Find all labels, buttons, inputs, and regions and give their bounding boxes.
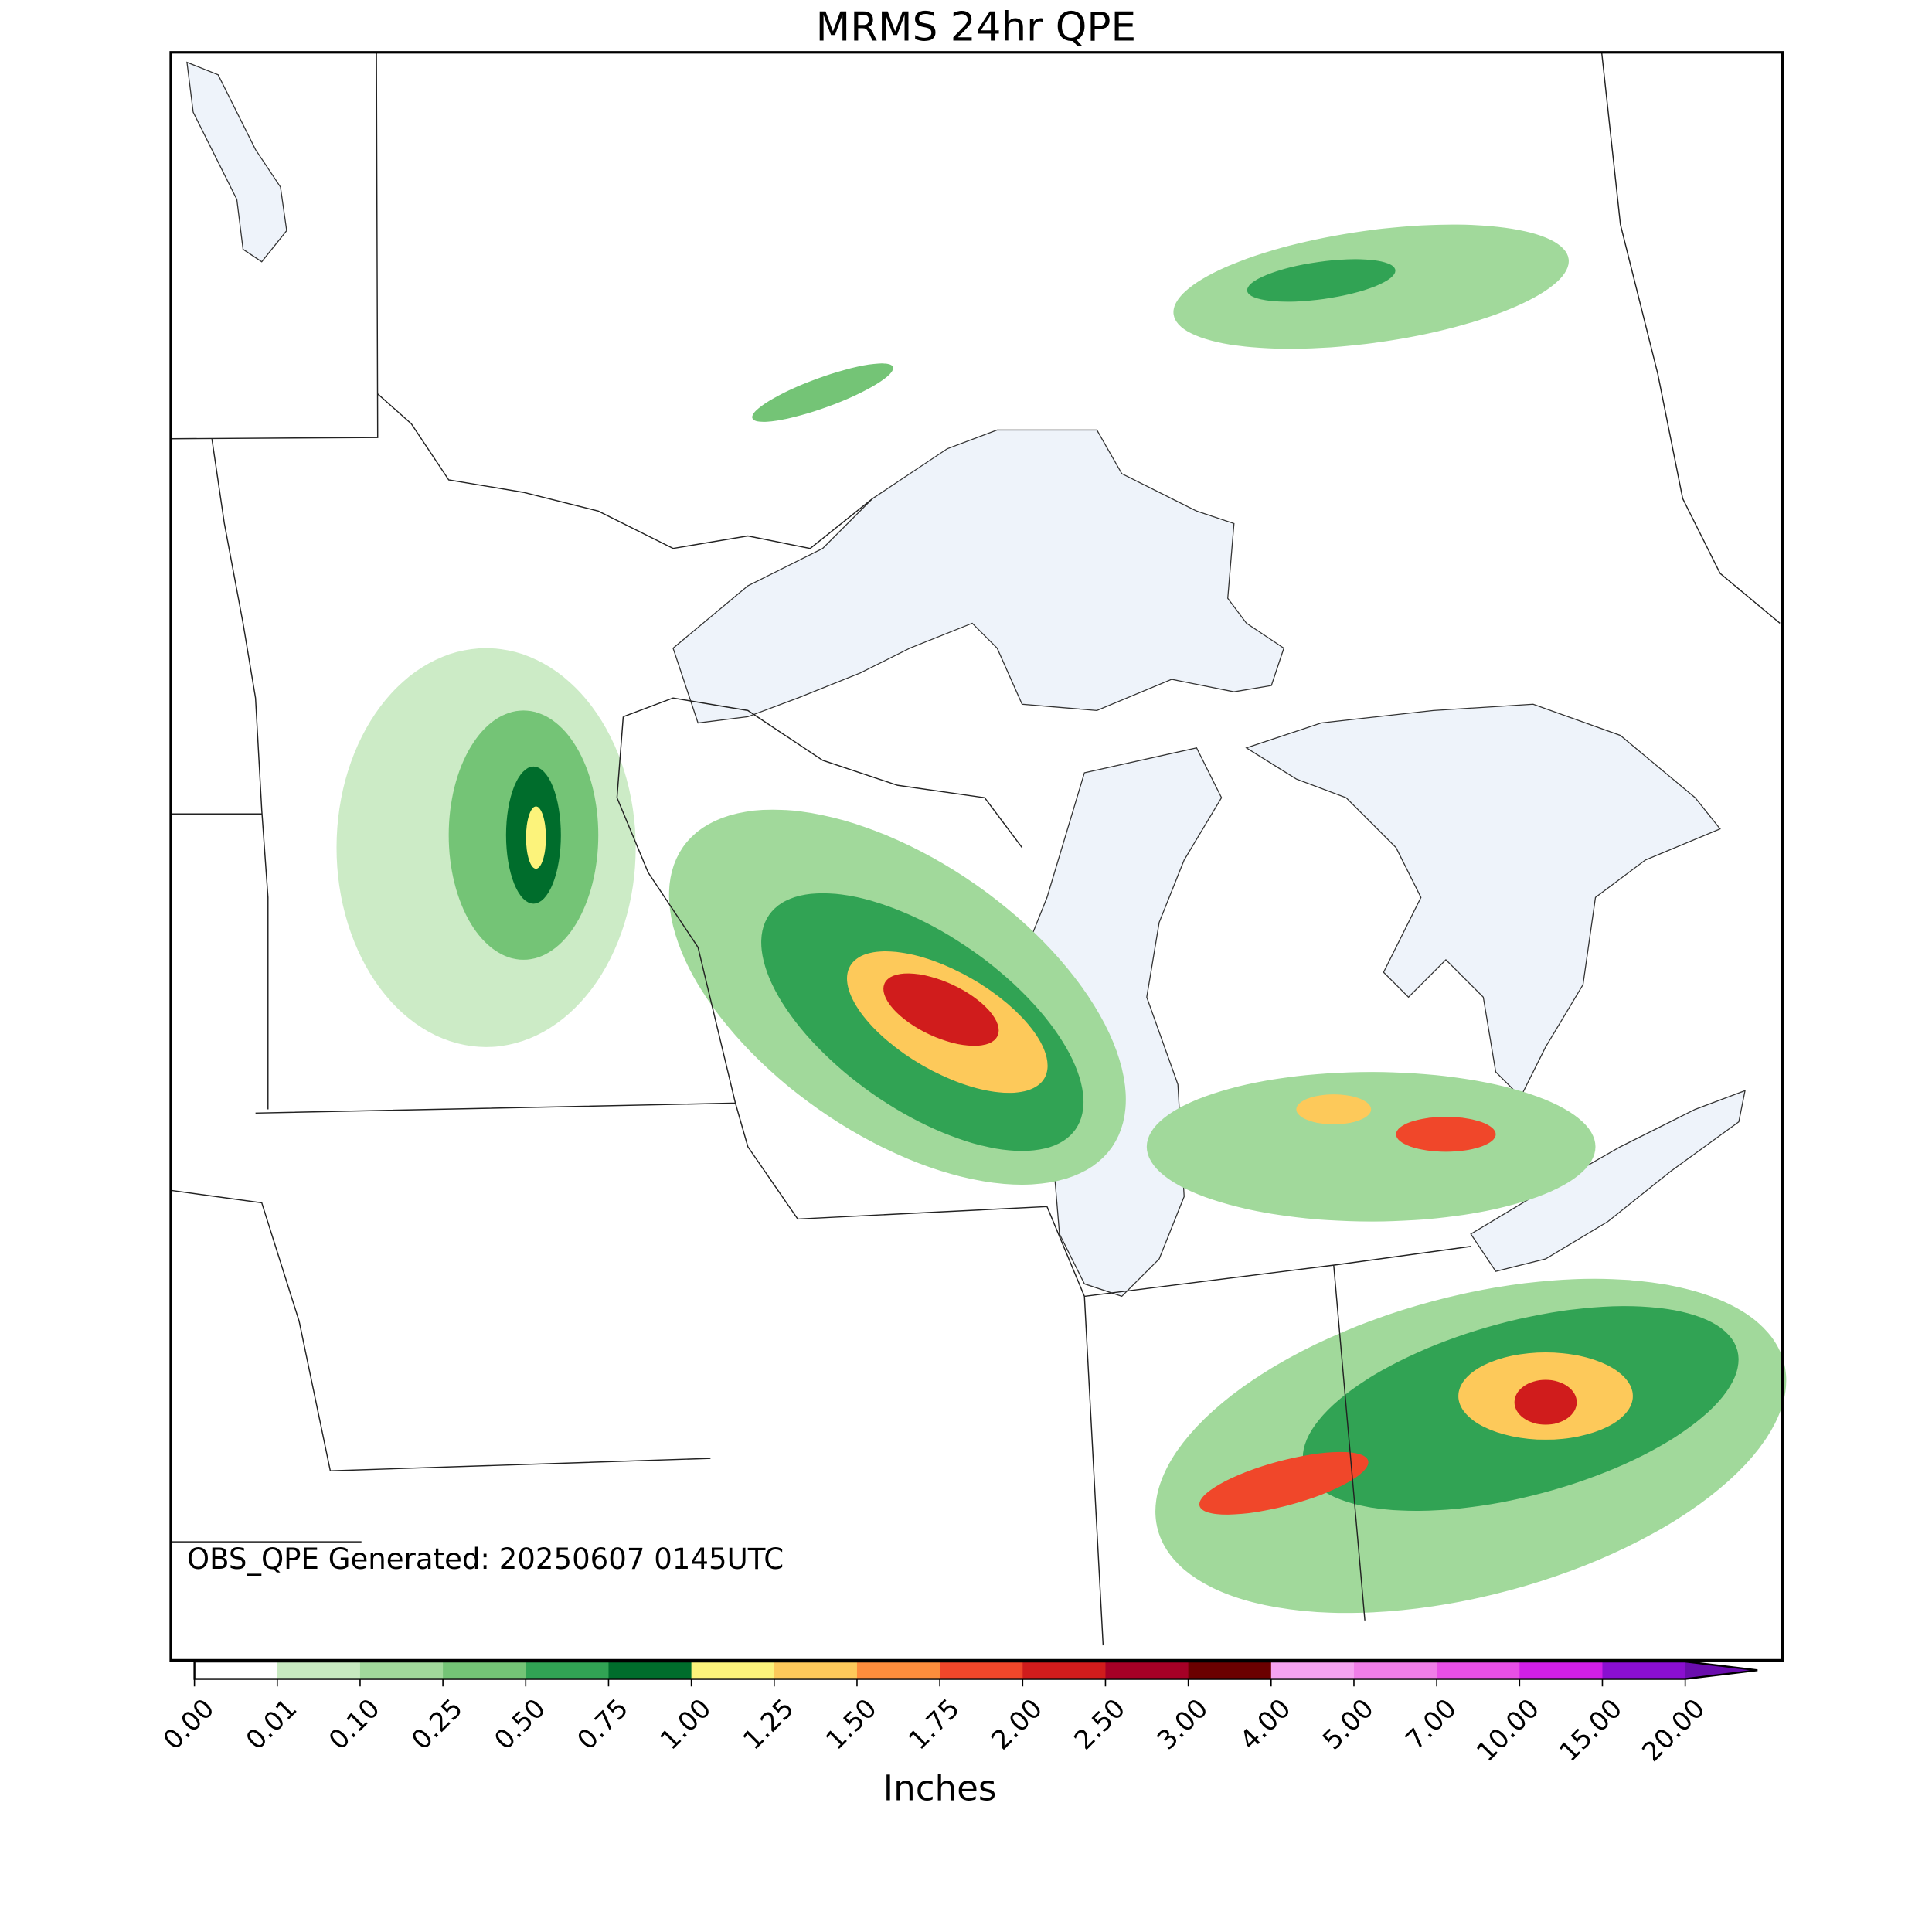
colorbar-segment [277,1662,361,1679]
precip-area [526,806,546,869]
colorbar-segment [940,1662,1023,1679]
tick-label: 1.00 [655,1693,717,1756]
tick-label: 0.25 [406,1693,468,1756]
precip-field [336,224,1787,1614]
tick-label: 20.00 [1636,1693,1710,1767]
colorbar-extend [1685,1662,1758,1679]
tick-label: 0.00 [158,1693,220,1756]
tick-label: 1.25 [737,1693,800,1756]
colorbar-label: Inches [883,1768,997,1809]
colorbar-segment [194,1662,278,1679]
tick-label: 0.10 [323,1693,386,1756]
tick-label: 0.01 [240,1693,303,1756]
colorbar-segment [1353,1662,1437,1679]
colorbar-segment [1602,1662,1686,1679]
colorbar-segment [1519,1662,1603,1679]
tick-label: 1.50 [820,1693,883,1756]
tick-label: 2.00 [985,1693,1048,1756]
tick-label: 3.00 [1151,1693,1214,1756]
colorbar-segment [691,1662,775,1679]
precip-area [1514,1379,1577,1425]
tick-label: 0.75 [571,1693,634,1756]
lake-huron [1245,703,1721,1098]
tick-label: 15.00 [1553,1693,1628,1767]
precip-area [1296,1094,1372,1124]
precip-area [1146,1072,1596,1222]
tick-label: 2.50 [1068,1693,1131,1756]
tick-label: 1.75 [903,1693,965,1756]
map-frame [169,51,1784,1662]
annotation: OBS_QPE Generated: 20250607 0145UTC [187,1543,784,1576]
tick-label: 0.50 [488,1693,551,1756]
colorbar-segment [774,1662,858,1679]
colorbar-outline [193,1660,1758,1680]
lake-winnipeg [186,61,287,263]
colorbar-segment [1270,1662,1355,1679]
precip-area [1247,259,1396,302]
tick-label: 10.00 [1471,1693,1545,1767]
colorbar-segment [1188,1662,1272,1679]
colorbar-segment [443,1662,526,1679]
colorbar-segment [1437,1662,1520,1679]
colorbar-segment [1105,1662,1189,1679]
tick-label: 5.00 [1317,1693,1379,1756]
state-border [170,52,1781,1646]
colorbar: 0.00 0.01 0.10 0.25 0.50 0.75 1.00 1.25 1.50 1.75… [158,1660,1758,1767]
precip-area [1396,1117,1496,1152]
precip-area [752,363,893,422]
map [170,52,1787,1661]
chart-title: MRMS 24hr QPE [816,5,1136,51]
colorbar-segment [1022,1662,1106,1679]
tick-label: 4.00 [1234,1693,1297,1756]
lake-superior [672,429,1285,724]
precip-area [1199,1451,1369,1515]
colorbar-segment [856,1662,940,1679]
colorbar-segment [359,1662,444,1679]
lake-erie [1470,1090,1746,1272]
colorbar-segment [608,1662,692,1679]
tick-label: 7.00 [1400,1693,1462,1756]
colorbar-segment [526,1662,609,1679]
precip-area [883,973,999,1046]
